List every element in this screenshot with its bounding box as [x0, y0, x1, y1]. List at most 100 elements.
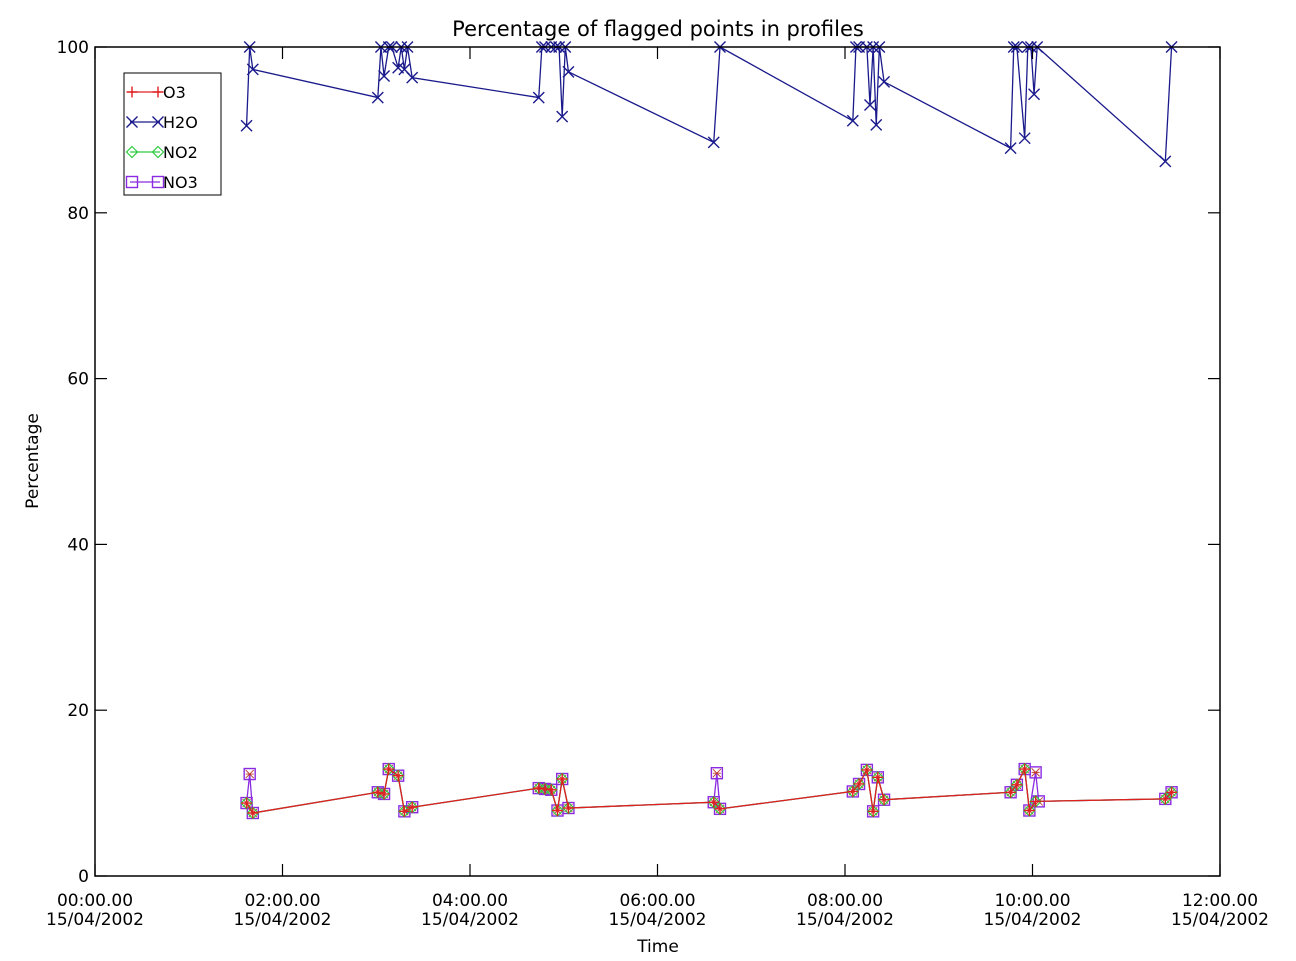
y-tick-label: 20	[67, 701, 89, 721]
x-axis-ticks: 00:00.0015/04/200202:00.0015/04/200204:0…	[46, 47, 1269, 930]
x-tick-date: 15/04/2002	[421, 910, 519, 930]
data-point	[378, 70, 391, 83]
data-point	[1030, 795, 1042, 807]
x-tick-time: 08:00.00	[807, 891, 883, 911]
y-tick-label: 40	[67, 535, 89, 555]
data-point	[1029, 766, 1042, 779]
data-point	[241, 797, 253, 809]
data-point	[562, 65, 575, 78]
legend-box	[123, 72, 222, 196]
x-tick-date: 15/04/2002	[46, 910, 144, 930]
legend-label: O3	[163, 83, 186, 102]
data-point	[707, 136, 720, 149]
y-tick-label: 80	[67, 204, 89, 224]
data-point	[539, 783, 551, 795]
data-point	[562, 802, 574, 814]
series-h2o	[240, 41, 1178, 168]
data-point	[708, 796, 720, 808]
legend: O3 H2O NO2 NO3	[123, 72, 222, 196]
data-point-overlay	[245, 769, 255, 779]
legend-item-no3: NO3	[125, 173, 198, 192]
data-point	[870, 118, 883, 131]
x-tick-time: 00:00.00	[57, 891, 133, 911]
y-tick-label: 60	[67, 370, 89, 390]
data-point	[240, 119, 253, 132]
data-point	[406, 801, 418, 813]
legend-item-h2o: H2O	[126, 113, 198, 132]
data-point	[1019, 763, 1031, 775]
data-point	[1023, 805, 1035, 817]
x-tick-date: 15/04/2002	[609, 910, 707, 930]
data-point	[247, 807, 259, 819]
data-point	[846, 114, 859, 127]
data-point	[1028, 88, 1041, 101]
legend-marker	[151, 175, 165, 189]
data-point	[378, 788, 390, 800]
data-point	[398, 805, 410, 817]
data-point	[861, 764, 873, 776]
data-point	[1166, 786, 1178, 798]
y-tick-label: 0	[78, 867, 89, 887]
data-point-overlay	[1031, 768, 1040, 777]
x-tick-date: 15/04/2002	[1171, 910, 1269, 930]
data-point	[243, 767, 256, 781]
plot-frame	[94, 46, 1221, 877]
legend-marker	[125, 145, 139, 159]
data-point	[1159, 155, 1172, 168]
legend-marker	[125, 175, 139, 189]
series-o3	[241, 763, 1178, 819]
data-point-overlay	[712, 768, 722, 778]
data-point	[532, 91, 545, 104]
legend-marker	[152, 86, 164, 98]
data-point	[1005, 786, 1017, 798]
data-point	[878, 75, 891, 88]
data-point	[533, 782, 545, 794]
data-point	[383, 763, 395, 775]
legend-item-no2: NO2	[125, 143, 198, 162]
data-point	[853, 778, 865, 790]
data-point	[847, 785, 859, 797]
data-point	[1018, 132, 1031, 145]
x-tick-date: 15/04/2002	[984, 910, 1082, 930]
chart-title: Percentage of flagged points in profiles	[452, 17, 864, 41]
plot-marks	[240, 41, 1178, 820]
legend-marker	[126, 86, 138, 98]
legend-label: H2O	[163, 113, 198, 132]
y-tick-label: 100	[57, 38, 89, 58]
data-point	[552, 805, 563, 817]
legend-marker	[152, 116, 164, 128]
data-point	[864, 99, 876, 112]
legend-label: NO3	[163, 173, 198, 192]
x-tick-time: 04:00.00	[432, 891, 508, 911]
x-tick-time: 10:00.00	[994, 891, 1070, 911]
data-point	[556, 110, 569, 123]
legend-item-o3: O3	[126, 83, 186, 102]
data-point	[1011, 779, 1023, 791]
y-axis-label: Percentage	[23, 413, 43, 509]
data-point	[710, 767, 724, 780]
legend-marker	[151, 145, 165, 159]
x-axis-label: Time	[636, 937, 679, 957]
data-point	[872, 771, 884, 783]
data-point	[545, 784, 557, 796]
x-tick-date: 15/04/2002	[234, 910, 332, 930]
data-point	[878, 794, 890, 806]
legend-label: NO2	[163, 143, 198, 162]
data-point	[392, 770, 404, 782]
x-tick-time: 02:00.00	[244, 891, 320, 911]
x-tick-date: 15/04/2002	[796, 910, 894, 930]
y-axis-ticks: 0 20 40 60 80 100	[57, 38, 1220, 887]
data-point	[1004, 142, 1017, 155]
data-point	[867, 805, 879, 817]
legend-marker	[126, 116, 138, 128]
data-point	[406, 71, 419, 84]
data-point	[372, 786, 384, 798]
data-point	[556, 773, 568, 785]
x-tick-time: 06:00.00	[619, 891, 695, 911]
data-point	[714, 803, 726, 815]
data-point	[246, 63, 259, 76]
data-point	[1159, 793, 1171, 805]
series-line-h2o	[245, 45, 1173, 163]
data-point	[371, 91, 384, 104]
